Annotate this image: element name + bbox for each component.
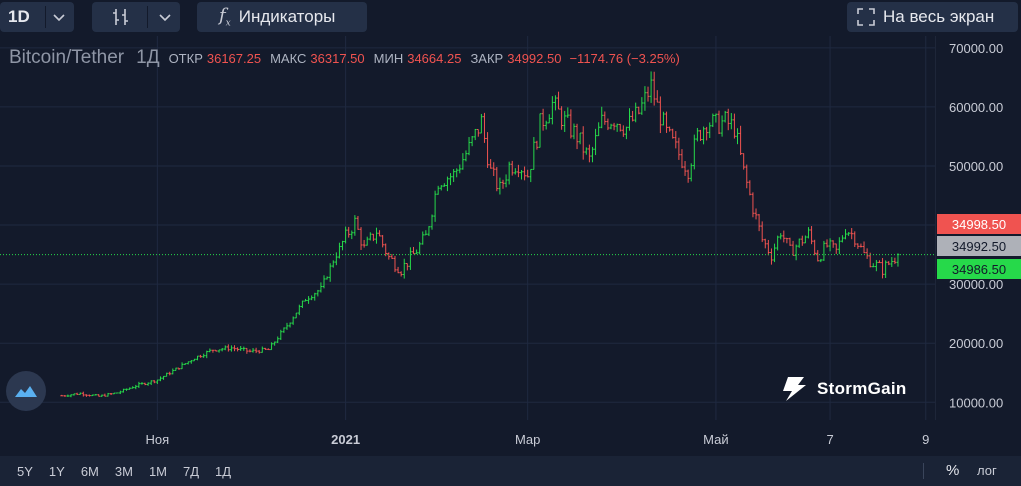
interval-button[interactable]: 1D [0, 2, 74, 32]
close-label: ЗАКР [470, 51, 504, 66]
range-button-6[interactable]: 1Д [215, 463, 232, 479]
scale-divider [923, 463, 924, 479]
open-value: 36167.25 [206, 51, 262, 66]
range-button-5[interactable]: 7Д [183, 463, 200, 479]
time-axis[interactable]: Ноя 2021 Мар Май 7 9 [0, 420, 935, 456]
x-tick-label: Мар [515, 432, 540, 447]
x-tick-label: Май [703, 432, 728, 447]
chevron-down-icon [159, 14, 171, 22]
symbol-name: Bitcoin/Tether [9, 47, 125, 68]
price-axis[interactable]: 70000.0060000.0050000.0040000.0030000.00… [935, 36, 1021, 420]
interval-label: 1D [8, 7, 30, 26]
x-tick-label: 9 [922, 432, 929, 447]
fullscreen-label: На весь экран [883, 7, 995, 26]
range-button-1[interactable]: 1Y [48, 463, 65, 479]
y-tick-label: 70000.00 [949, 41, 1003, 56]
divider [45, 6, 46, 28]
y-tick-label: 30000.00 [949, 277, 1003, 292]
log-toggle[interactable]: лог [977, 463, 997, 478]
range-button-3[interactable]: 3M [114, 463, 133, 479]
price-chart[interactable] [0, 36, 935, 420]
percent-toggle[interactable]: % [946, 462, 960, 479]
range-button-4[interactable]: 1M [148, 463, 167, 479]
cloud-badge[interactable] [6, 371, 46, 411]
x-tick-label: Ноя [146, 432, 170, 447]
divider [147, 6, 148, 28]
stormgain-logo: StormGain [780, 375, 907, 403]
last-price-tag: 34992.50 [937, 236, 1021, 256]
x-tick-label: 2021 [331, 432, 360, 447]
candles-icon [113, 9, 128, 25]
high-label: МАКС [270, 51, 307, 66]
function-icon: fx [219, 5, 231, 29]
x-tick-label: 7 [826, 432, 833, 447]
indicators-button[interactable]: fx Индикаторы [197, 2, 367, 32]
chevron-down-icon [53, 14, 65, 22]
range-button-2[interactable]: 6M [80, 463, 99, 479]
toolbar: 1D fx Индикаторы На весь экран [0, 0, 1021, 36]
range-button-0[interactable]: 5Y [17, 463, 33, 479]
ohlc-legend: Bitcoin/Tether 1Д ОТКР 36167.25 МАКС 363… [9, 47, 680, 71]
y-tick-label: 60000.00 [949, 100, 1003, 115]
low-label: МИН [373, 51, 404, 66]
y-tick-label: 50000.00 [949, 159, 1003, 174]
legend-timeframe: 1Д [136, 47, 160, 68]
y-tick-label: 20000.00 [949, 336, 1003, 351]
high-value: 36317.50 [310, 51, 365, 66]
brand-name: StormGain [817, 379, 907, 398]
range-bar: 5Y 1Y 6M 3M 1M 7Д 1Д % лог [0, 456, 1021, 486]
change-value: −1174.76 (−3.25%) [569, 51, 680, 66]
stormgain-icon [783, 377, 806, 401]
cloud-icon [15, 386, 37, 397]
ask-price-tag: 34998.50 [937, 214, 1021, 234]
indicators-label: Индикаторы [238, 7, 336, 26]
chart-type-button[interactable] [92, 2, 180, 32]
fullscreen-button[interactable]: На весь экран [847, 2, 1018, 32]
open-label: ОТКР [168, 51, 203, 66]
y-tick-label: 10000.00 [949, 395, 1003, 410]
low-value: 34664.25 [407, 51, 462, 66]
fullscreen-icon [857, 8, 875, 26]
close-value: 34992.50 [507, 51, 562, 66]
bid-price-tag: 34986.50 [937, 259, 1021, 279]
